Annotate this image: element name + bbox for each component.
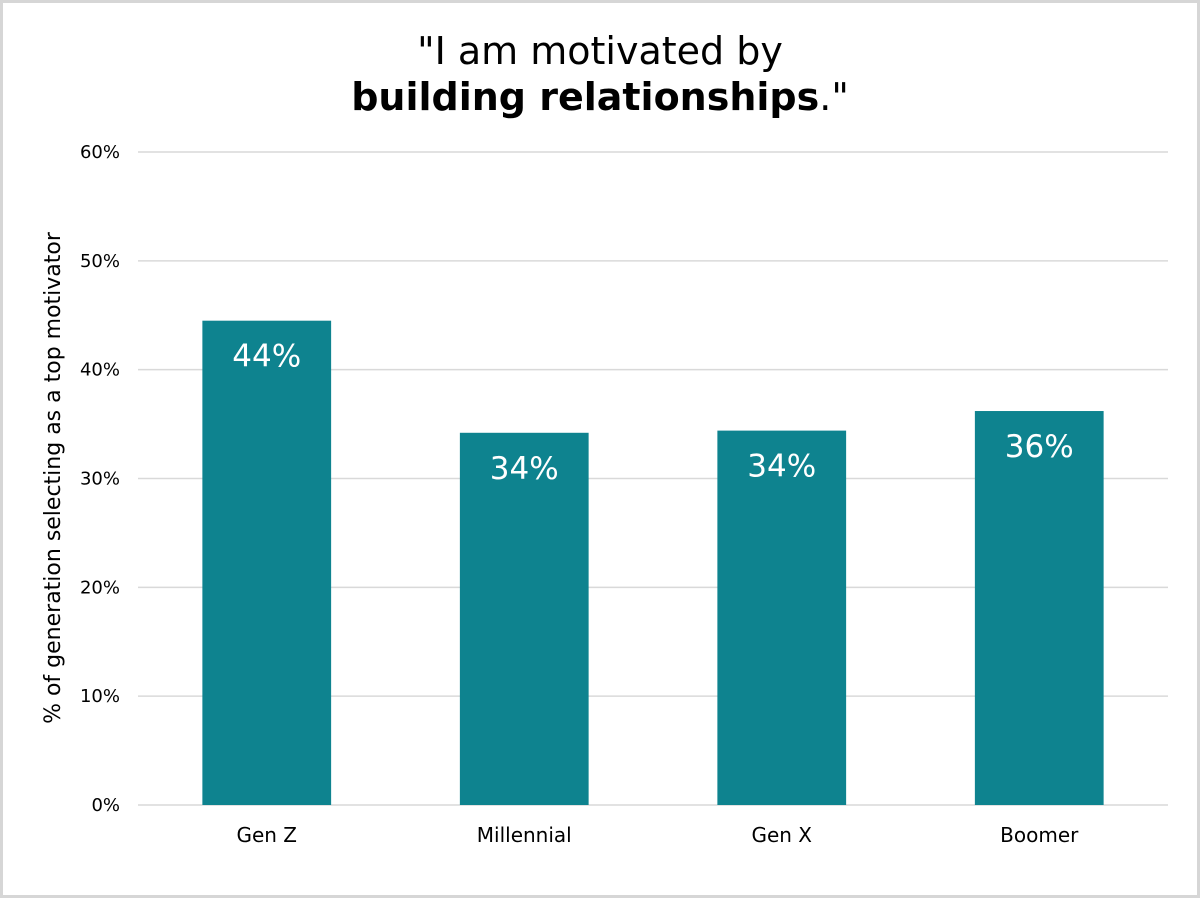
x-category-label: Boomer (1000, 823, 1079, 847)
chart-title-end: ." (819, 75, 849, 119)
y-tick-label: 20% (80, 577, 120, 598)
y-tick-label: 60% (80, 142, 120, 163)
y-tick-label: 30% (80, 469, 120, 490)
chart-title-bold: building relationships (351, 75, 820, 119)
x-axis-category-labels: Gen Z Millennial Gen X Boomer (236, 823, 1079, 847)
chart-title: "I am motivated by building relationship… (0, 28, 1200, 120)
data-label: 34% (490, 451, 559, 487)
x-category-label: Gen X (751, 823, 812, 847)
y-axis-tick-labels: 0% 10% 20% 30% 40% 50% 60% (80, 142, 120, 816)
x-category-label: Millennial (477, 823, 572, 847)
chart-title-line1: "I am motivated by (417, 29, 783, 73)
bar-gen-z (202, 320, 332, 805)
data-labels: 44% 34% 34% 36% (232, 339, 1073, 487)
data-label: 34% (747, 449, 816, 485)
bar-gen-x (717, 430, 847, 805)
data-label: 36% (1005, 429, 1074, 465)
chart-title-line2: building relationships." (0, 74, 1200, 120)
y-tick-label: 50% (80, 251, 120, 272)
data-label: 44% (232, 339, 301, 375)
bar-millennial (459, 432, 589, 805)
x-category-label: Gen Z (236, 823, 297, 847)
y-tick-label: 10% (80, 686, 120, 707)
y-tick-label: 40% (80, 360, 120, 381)
y-tick-label: 0% (91, 795, 120, 816)
bar-boomer (974, 411, 1104, 805)
y-axis-title: % of generation selecting as a top motiv… (41, 231, 66, 724)
bars (202, 320, 1104, 805)
